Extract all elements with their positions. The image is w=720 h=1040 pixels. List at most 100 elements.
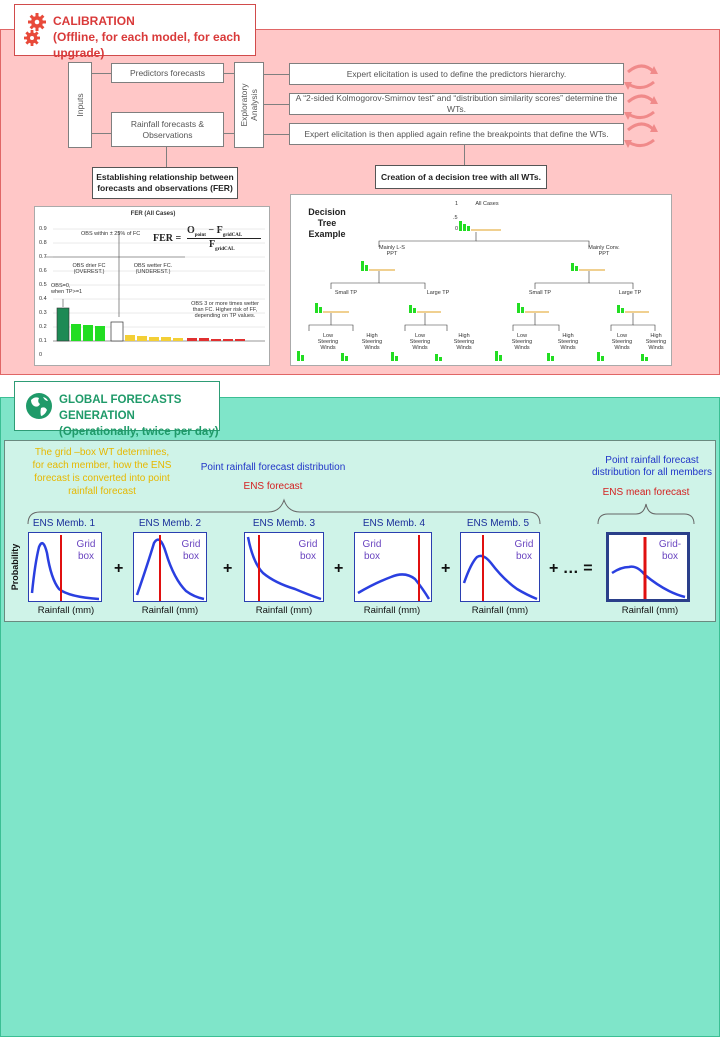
ellipsis-equals: + … = <box>549 560 593 577</box>
member-4-curve <box>357 535 431 601</box>
global-title: GLOBAL FORECASTS GENERATION (Operational… <box>59 392 219 440</box>
tree-leaf-low-4: Low Steering Winds <box>611 333 633 351</box>
member-3-xlabel: Rainfall (mm) <box>255 605 313 616</box>
fer-obs-drier: OBS drier FC (OVEREST.) <box>72 263 106 275</box>
member-2-grid-box: Grid box <box>181 539 201 562</box>
tree-node-small-tp-2: Small TP <box>528 290 552 296</box>
step1-box: Expert elicitation is used to define the… <box>289 63 624 85</box>
fer-obs-3x: OBS 3 or more times wetter than FC. High… <box>191 301 259 319</box>
tree-connectors <box>297 221 656 361</box>
member-panel-1: Grid box <box>28 532 102 602</box>
tree-node-conv-ppt: Mainly Conv. PPT <box>588 245 620 257</box>
ens-member-4-label: ENS Memb. 4 <box>362 518 426 529</box>
plus-sign-3: + <box>334 560 344 577</box>
fer-minus-sub: gridCAL <box>222 233 243 238</box>
fer-ytick: 0.5 <box>39 282 47 288</box>
fer-chart-title: FER (All Cases) <box>130 211 176 217</box>
fer-ytick: 0.3 <box>39 310 47 316</box>
member-4-grid-box: Grid box <box>362 539 382 562</box>
decision-tree: Decision Tree Example <box>290 194 672 366</box>
establish-fer-label: Establishing relationship between foreca… <box>96 172 234 193</box>
rainfall-observations-box: Rainfall forecasts & Observations <box>111 112 224 147</box>
fer-obs-wetter: OBS wetter FC. (UNDEREST.) <box>133 263 173 275</box>
tree-title: Decision Tree Example <box>308 207 346 239</box>
ens-member-2-label: ENS Memb. 2 <box>138 518 202 529</box>
ensemble-panel: Grid-box <box>606 532 690 602</box>
creation-tree-box: Creation of a decision tree with all WTs… <box>375 165 547 189</box>
step1-label: Expert elicitation is used to define the… <box>346 68 567 79</box>
plus-sign-1: + <box>114 560 124 577</box>
fer-num-o: O <box>187 225 195 236</box>
global-heading: GLOBAL FORECASTS GENERATION <box>59 394 182 422</box>
fer-ytick: 0.9 <box>39 226 47 232</box>
fer-ytick: 0.8 <box>39 240 47 246</box>
member-panel-2: Grid box <box>133 532 207 602</box>
fer-num-sub: point <box>194 233 206 238</box>
exploratory-analysis-label: Exploratory Analysis <box>239 83 259 127</box>
member-5-xlabel: Rainfall (mm) <box>471 605 529 616</box>
step2-box: A “2-sided Kolmogorov-Smirnov test” and … <box>289 93 624 115</box>
ens-member-1-label: ENS Memb. 1 <box>32 518 96 529</box>
establish-fer-box: Establishing relationship between foreca… <box>92 167 238 199</box>
cycle-arrows-icon <box>624 64 658 148</box>
fer-formula-numerator: Opoint − FgridCAL <box>187 225 242 238</box>
calibration-subheading: (Offline, for each model, for each upgra… <box>53 30 241 60</box>
fer-yticks: 0.9 0.8 0.7 0.6 0.5 0.4 0.3 0.2 0.1 0 <box>39 226 49 366</box>
tree-tick-0: 0 <box>455 226 459 232</box>
member-panel-4: Grid box <box>354 532 432 602</box>
tree-node-ls-ppt: Mainly L-S PPT <box>379 245 405 257</box>
ensemble-xlabel: Rainfall (mm) <box>621 605 679 616</box>
member-5-curve <box>462 535 538 601</box>
step3-box: Expert elicitation is then applied again… <box>289 123 624 145</box>
member-4-xlabel: Rainfall (mm) <box>363 605 421 616</box>
inputs-box: Inputs <box>68 62 92 148</box>
predictors-forecasts-label: Predictors forecasts <box>129 67 206 78</box>
tree-leaf-high-3: High Steering Winds <box>557 333 579 351</box>
fer-ytick: 0.6 <box>39 268 47 274</box>
calibration-title: CALIBRATION (Offline, for each model, fo… <box>53 13 255 61</box>
member-1-curve <box>30 535 100 601</box>
global-title-box: GLOBAL FORECASTS GENERATION (Operational… <box>14 381 220 438</box>
fer-ytick: 0 <box>39 352 43 358</box>
tree-leaf-high-1: High Steering Winds <box>361 333 383 351</box>
fer-obs-within: OBS within ± 25% of FC <box>81 231 141 237</box>
fer-formula: FER = Opoint − FgridCAL FgridCAL <box>153 223 265 253</box>
fer-obs-zero: OBS=0, when TP>=1 <box>51 283 83 295</box>
global-subheading: (Operationally, twice per day) <box>59 426 219 438</box>
fer-den-f: F <box>209 239 216 250</box>
ens-forecast-label: ENS forecast <box>243 481 303 492</box>
fer-ytick: 0.7 <box>39 254 47 260</box>
member-3-grid-box: Grid box <box>298 539 318 562</box>
tree-leaf-high-4: High Steering Winds <box>645 333 667 351</box>
tree-node-large-tp-2: Large TP <box>618 290 642 296</box>
fer-formula-lhs: FER = <box>153 233 182 244</box>
member-2-xlabel: Rainfall (mm) <box>141 605 199 616</box>
tree-tick-1: 1 <box>455 201 459 207</box>
tree-leaf-high-2: High Steering Winds <box>453 333 475 351</box>
step3-label: Expert elicitation is then applied again… <box>304 128 609 139</box>
exploratory-analysis-box: Exploratory Analysis <box>234 62 264 148</box>
globe-icon <box>26 393 52 419</box>
tree-node-small-tp-1: Small TP <box>334 290 358 296</box>
inputs-label: Inputs <box>75 93 85 117</box>
ens-member-3-label: ENS Memb. 3 <box>252 518 316 529</box>
creation-tree-label: Creation of a decision tree with all WTs… <box>381 171 541 182</box>
member-2-curve <box>135 535 205 601</box>
rainfall-observations-label: Rainfall forecasts & Observations <box>130 118 205 140</box>
point-distribution-all-label: Point rainfall forecast distribution for… <box>591 455 713 478</box>
tree-leaf-low-2: Low Steering Winds <box>409 333 431 351</box>
fer-ytick: 0.1 <box>39 338 47 344</box>
ensemble-grid-box: Grid-box <box>658 539 682 562</box>
predictors-forecasts-box: Predictors forecasts <box>111 63 224 83</box>
point-distribution-label: Point rainfall forecast distribution <box>200 462 346 473</box>
fer-ytick: 0.4 <box>39 296 47 302</box>
ens-mean-label: ENS mean forecast <box>602 487 690 498</box>
member-5-grid-box: Grid box <box>514 539 534 562</box>
member-3-curve <box>246 535 322 601</box>
ens-member-5-label: ENS Memb. 5 <box>466 518 530 529</box>
tree-leaf-low-1: Low Steering Winds <box>317 333 339 351</box>
tree-node-large-tp-1: Large TP <box>426 290 450 296</box>
plus-sign-4: + <box>441 560 451 577</box>
fer-chart: FER (All Cases) FER = Opoint − FgridCAL … <box>34 206 270 366</box>
tree-leaf-low-3: Low Steering Winds <box>511 333 533 351</box>
